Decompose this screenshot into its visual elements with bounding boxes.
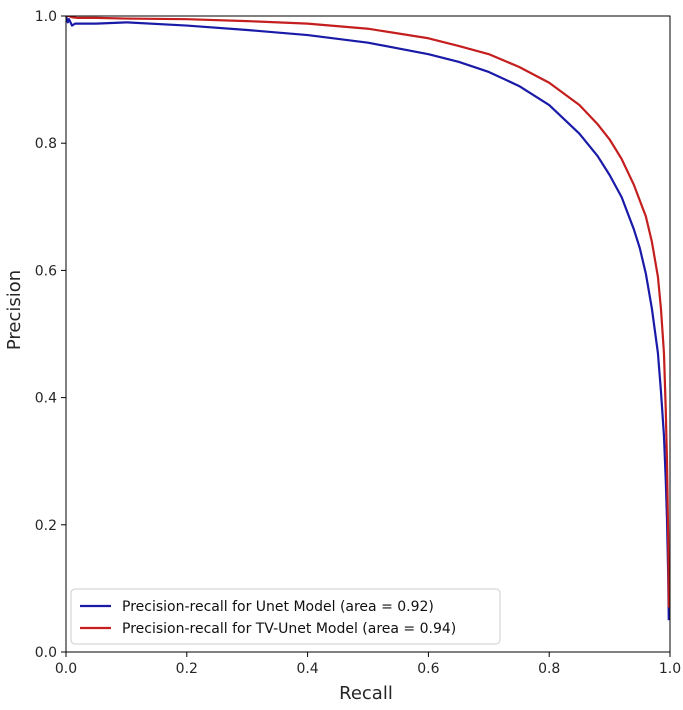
- series-line-1: [66, 16, 670, 608]
- legend: Precision-recall for Unet Model (area = …: [70, 588, 501, 645]
- x-tick-label: 1.0: [659, 661, 681, 677]
- x-tick-label: 0.4: [296, 661, 318, 677]
- x-tick-label: 0.2: [176, 661, 198, 677]
- y-tick-label: 0.8: [35, 136, 57, 152]
- x-tick-label: 0.0: [55, 661, 77, 677]
- legend-label-1: Precision-recall for TV-Unet Model (area…: [122, 621, 456, 637]
- x-axis-label: Recall: [339, 683, 393, 704]
- plot-frame: [65, 15, 671, 653]
- y-tick-label: 1.0: [35, 9, 57, 25]
- plot-area: [66, 16, 670, 652]
- y-tick-label: 0.6: [35, 263, 57, 279]
- y-tick-label: 0.0: [35, 645, 57, 661]
- x-tick-label: 0.6: [417, 661, 439, 677]
- y-tick-label: 0.2: [35, 518, 57, 534]
- x-tick-label: 0.8: [538, 661, 560, 677]
- y-axis-label: Precision: [4, 270, 25, 350]
- legend-box: [70, 588, 501, 645]
- y-tick-label: 0.4: [35, 391, 57, 407]
- series-line-0: [66, 16, 670, 621]
- legend-label-0: Precision-recall for Unet Model (area = …: [122, 599, 434, 615]
